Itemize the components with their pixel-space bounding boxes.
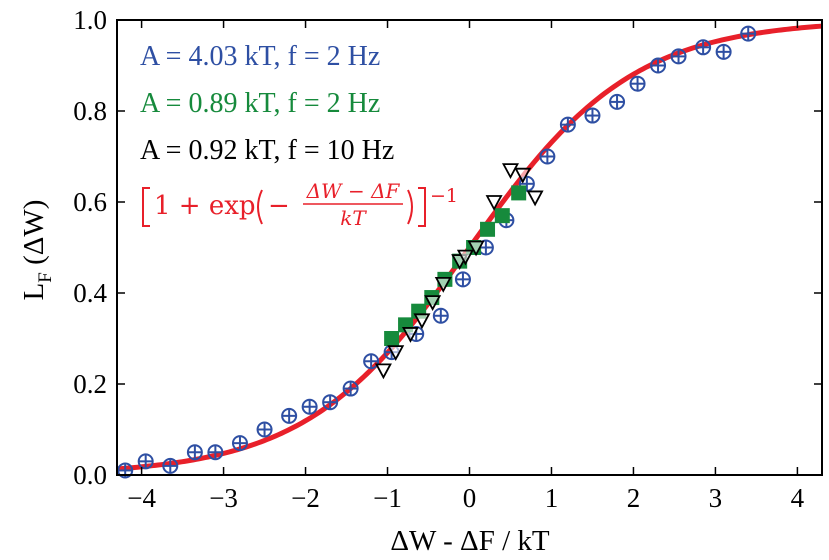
y-tick-label: 0.2 bbox=[73, 369, 107, 399]
series-a-point bbox=[256, 421, 273, 438]
svg-text:ΔW − ΔF: ΔW − ΔF bbox=[306, 179, 401, 203]
series-a-point bbox=[432, 307, 449, 324]
series-a-point bbox=[231, 435, 248, 452]
legend-series-c: A = 0.92 kT, f = 10 Hz bbox=[140, 135, 394, 166]
series-a-point bbox=[629, 75, 646, 92]
series-a-point bbox=[281, 407, 298, 424]
series-a-point bbox=[740, 25, 757, 42]
ticks-layer: −4 −3 −2 −1 0 1 2 3 4 0.0 0.2 0.4 0.6 0.8 1.0 bbox=[73, 5, 822, 513]
series-a-point bbox=[186, 444, 203, 461]
series-a-point bbox=[363, 353, 380, 370]
x-axis-label: ΔW - ΔF / kT bbox=[390, 525, 549, 557]
series-c-point bbox=[501, 163, 519, 180]
series-a-point bbox=[584, 107, 601, 124]
y-tick-label: 0.4 bbox=[73, 278, 107, 308]
series-a-point bbox=[162, 457, 179, 474]
y-tick-label: 0.8 bbox=[73, 96, 107, 126]
series-c-point bbox=[514, 167, 532, 184]
series-b-point bbox=[511, 185, 527, 201]
series-c-point bbox=[467, 240, 485, 257]
series-c-point bbox=[456, 249, 474, 266]
series-c-point bbox=[387, 345, 405, 362]
series-a-point bbox=[670, 48, 687, 65]
data-markers-layer bbox=[117, 25, 757, 479]
y-axis-label: LF (ΔW) bbox=[18, 200, 56, 301]
series-c-point bbox=[526, 190, 544, 207]
series-c-point bbox=[401, 327, 419, 343]
y-axis-label-arg: (ΔW) bbox=[18, 200, 50, 273]
series-c-point bbox=[374, 363, 392, 380]
series-a-point bbox=[322, 394, 339, 411]
series-a-point bbox=[715, 43, 732, 60]
legend-fit-formula: 1 + exp − ΔW − ΔF kT −1 bbox=[142, 179, 458, 230]
x-tick-label: −2 bbox=[291, 483, 320, 513]
svg-text:1 + exp: 1 + exp bbox=[154, 191, 256, 221]
series-c-point bbox=[485, 195, 503, 211]
series-a-point bbox=[695, 39, 712, 56]
y-axis-label-sub: F bbox=[35, 272, 56, 283]
series-b-point bbox=[384, 331, 400, 346]
y-tick-label: 0.0 bbox=[73, 460, 107, 490]
svg-text:−: − bbox=[268, 191, 290, 221]
x-tick-label: −1 bbox=[373, 483, 402, 513]
series-c-point bbox=[434, 276, 452, 293]
x-tick-label: 0 bbox=[463, 483, 477, 513]
series-c-point bbox=[413, 313, 431, 330]
series-a-point bbox=[137, 453, 154, 470]
series-a-point bbox=[559, 116, 576, 133]
series-a-point bbox=[650, 57, 667, 74]
series-a-point bbox=[301, 398, 318, 415]
svg-text:−1: −1 bbox=[430, 185, 458, 207]
y-tick-label: 0.6 bbox=[73, 187, 107, 217]
series-a-point bbox=[207, 444, 224, 461]
series-a-point bbox=[454, 271, 471, 288]
x-tick-label: −3 bbox=[209, 483, 238, 513]
x-tick-label: −4 bbox=[127, 483, 156, 513]
x-tick-label: 4 bbox=[791, 483, 805, 513]
series-b-point bbox=[480, 221, 496, 237]
x-tick-label: 1 bbox=[545, 483, 559, 513]
legend-series-a: A = 4.03 kT, f = 2 Hz bbox=[140, 41, 380, 72]
series-b-point bbox=[494, 208, 510, 224]
x-tick-label: 2 bbox=[627, 483, 641, 513]
series-a-point bbox=[342, 380, 359, 397]
series-a-point bbox=[609, 93, 626, 110]
series-a-point bbox=[539, 148, 556, 165]
legend-series-b: A = 0.89 kT, f = 2 Hz bbox=[140, 88, 380, 119]
y-tick-label: 1.0 bbox=[73, 5, 107, 35]
y-axis-label-main: L bbox=[18, 283, 50, 301]
x-tick-label: 3 bbox=[709, 483, 723, 513]
series-c-point bbox=[424, 295, 442, 311]
svg-text:kT: kT bbox=[340, 206, 367, 230]
